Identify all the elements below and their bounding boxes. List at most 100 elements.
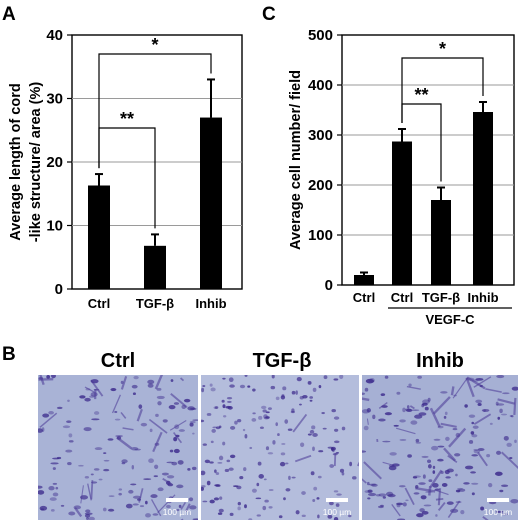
cord-structure: [74, 507, 83, 518]
stained-cell: [251, 418, 257, 422]
cord-structure: [172, 431, 183, 444]
stained-cell: [192, 419, 198, 421]
stained-cell: [218, 508, 224, 513]
stained-cell: [311, 425, 316, 430]
chart-a-ylabel-line1: Average length of cord: [8, 83, 24, 240]
stained-cell: [152, 513, 159, 516]
stained-cell: [388, 465, 397, 471]
stained-cell: [214, 469, 217, 473]
panel-label-a: A: [2, 4, 16, 25]
stained-cell: [93, 411, 100, 415]
stained-cell: [249, 446, 253, 450]
stained-cell: [236, 485, 242, 490]
stained-cell: [84, 512, 93, 515]
stained-cell: [187, 468, 191, 471]
stained-cell: [375, 494, 381, 497]
stained-cell: [267, 407, 272, 411]
stained-cell: [471, 421, 475, 425]
stained-cell: [178, 504, 182, 508]
stained-cell: [411, 409, 420, 412]
stained-cell: [410, 420, 418, 425]
stained-cell: [98, 478, 103, 481]
cord-structure: [440, 422, 457, 428]
stained-cell: [157, 401, 162, 406]
chartC-ytick-label: 300: [308, 127, 333, 144]
stained-cell: [50, 509, 55, 512]
stained-cell: [427, 459, 432, 464]
stained-cell: [130, 446, 139, 451]
stained-cell: [470, 471, 476, 474]
stained-cell: [85, 509, 91, 513]
stained-cell: [102, 507, 107, 512]
stained-cell: [422, 474, 426, 479]
cord-structure: [150, 499, 162, 517]
stained-cell: [384, 375, 389, 379]
stained-cell: [312, 387, 317, 392]
stained-cell: [471, 454, 479, 457]
stained-cell: [380, 504, 384, 507]
stained-cell: [506, 442, 512, 447]
cord-structure: [447, 455, 458, 463]
stained-cell: [488, 501, 497, 505]
stained-cell: [291, 476, 296, 479]
stained-cell: [134, 448, 141, 451]
stained-cell: [262, 505, 267, 511]
cord-structure: [501, 451, 518, 469]
stained-cell: [157, 487, 164, 492]
stained-cell: [268, 488, 274, 491]
stained-cell: [323, 375, 328, 380]
cord-structure: [448, 427, 467, 448]
stained-cell: [443, 415, 447, 419]
stained-cell: [333, 378, 339, 381]
stained-cell: [288, 475, 291, 480]
chart-c-plot-frame: [341, 34, 515, 286]
cord-structure: [477, 451, 488, 467]
stained-cell: [471, 434, 478, 438]
stained-cell: [218, 455, 224, 461]
stained-cell: [201, 387, 205, 393]
stained-cell: [48, 410, 54, 415]
stained-cell: [258, 474, 264, 479]
stained-cell: [477, 448, 485, 451]
cord-structure: [362, 478, 367, 484]
stained-cell: [366, 481, 370, 486]
stained-cell: [228, 377, 234, 383]
stained-cell: [472, 425, 479, 429]
stained-cell: [475, 399, 483, 404]
stained-cell: [378, 493, 387, 497]
stained-cell: [38, 428, 43, 433]
cord-structure: [162, 477, 172, 485]
stained-cell: [309, 399, 313, 402]
stained-cell: [38, 485, 43, 489]
cord-structure: [395, 427, 416, 435]
stained-cell: [214, 406, 219, 409]
stained-cell: [473, 449, 479, 451]
panel-label-c: C: [262, 4, 276, 25]
stained-cell: [189, 505, 197, 510]
stained-cell: [420, 495, 427, 500]
stained-cell: [471, 482, 479, 485]
stained-cell: [234, 420, 238, 425]
stained-cell: [444, 469, 450, 475]
cord-structure: [39, 375, 45, 386]
stained-cell: [458, 488, 466, 492]
stained-cell: [78, 464, 84, 467]
stained-cell: [215, 472, 220, 475]
scale-bar-tgfb: [326, 498, 348, 502]
stained-cell: [413, 492, 420, 495]
stained-cell: [281, 443, 286, 445]
stained-cell: [176, 484, 184, 489]
chartA-ytick-label: 0: [55, 281, 63, 298]
stained-cell: [84, 475, 90, 479]
stained-cell: [48, 486, 55, 491]
stained-cell: [301, 514, 306, 518]
cord-structure: [154, 375, 164, 390]
stained-cell: [41, 427, 45, 432]
stained-cell: [341, 472, 345, 476]
stained-cell: [362, 409, 370, 414]
chartC-bar: [392, 141, 412, 285]
stained-cell: [296, 376, 302, 382]
cord-structure: [447, 500, 461, 518]
stained-cell: [372, 414, 376, 420]
stained-cell: [495, 401, 499, 406]
